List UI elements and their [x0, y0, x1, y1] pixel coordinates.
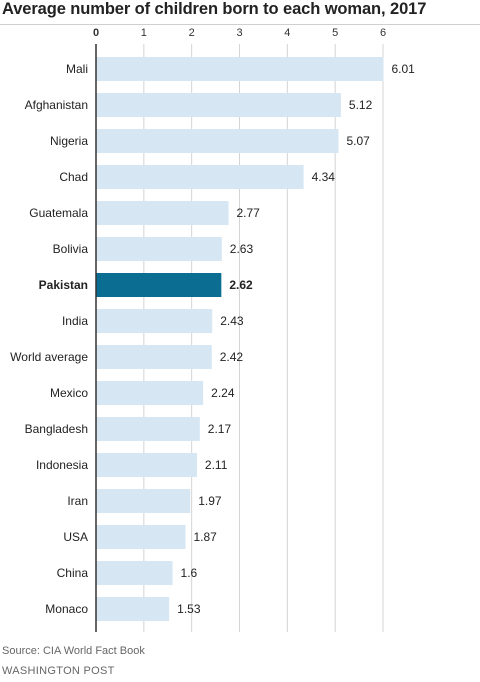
value-label: 5.07 [347, 134, 371, 148]
x-tick-label: 2 [189, 27, 195, 39]
x-tick-label: 5 [332, 27, 338, 39]
bar [96, 309, 213, 333]
bar [96, 201, 229, 225]
category-label: Iran [67, 494, 88, 508]
x-tick-label: 3 [236, 27, 242, 39]
bar [96, 417, 200, 441]
category-label: Guatemala [29, 206, 88, 220]
bar [96, 597, 170, 621]
value-label: 2.77 [236, 206, 260, 220]
x-tick-label: 6 [380, 27, 386, 39]
value-label: 2.24 [211, 386, 235, 400]
value-label: 2.17 [208, 422, 232, 436]
category-label: Pakistan [39, 278, 88, 292]
category-label: India [62, 314, 88, 328]
value-label: 1.6 [181, 566, 198, 580]
x-tick-label: 4 [284, 27, 290, 39]
source-note: Source: CIA World Fact Book [2, 645, 145, 657]
value-label: 2.43 [220, 314, 244, 328]
bar [96, 489, 191, 513]
bar [96, 57, 384, 81]
value-label: 2.11 [205, 458, 228, 472]
x-tick-label: 1 [141, 27, 147, 39]
category-label: Monaco [45, 602, 88, 616]
category-label: World average [10, 350, 88, 364]
bar [96, 129, 339, 153]
bar [96, 345, 212, 369]
value-label: 5.12 [349, 98, 373, 112]
category-label: Nigeria [50, 134, 88, 148]
value-label: 2.62 [229, 278, 253, 292]
bar [96, 453, 197, 477]
category-label: Afghanistan [25, 98, 88, 112]
category-label: China [57, 566, 89, 580]
category-label: Chad [59, 170, 88, 184]
bar [96, 561, 173, 585]
bar [96, 525, 186, 549]
bar [96, 165, 304, 189]
value-label: 1.97 [198, 494, 222, 508]
value-label: 6.01 [391, 62, 415, 76]
category-label: Indonesia [36, 458, 88, 472]
value-label: 1.87 [193, 530, 217, 544]
chart-title: Average number of children born to each … [2, 0, 427, 18]
bar [96, 237, 222, 261]
bar-chart: 0 1 2 3 4 5 6 Mali 6.01 Afghanistan 5.12 Nigeria 5.0… [10, 27, 415, 632]
category-label: USA [63, 530, 88, 544]
category-label: Bolivia [53, 242, 89, 256]
value-label: 1.53 [177, 602, 201, 616]
bar [96, 93, 341, 117]
value-label: 2.42 [220, 350, 244, 364]
x-tick-label: 0 [93, 27, 99, 39]
value-label: 4.34 [312, 170, 336, 184]
publisher-credit: WASHINGTON POST [2, 665, 115, 677]
bar [96, 273, 222, 297]
title-divider [0, 24, 480, 25]
category-label: Mexico [50, 386, 88, 400]
category-label: Bangladesh [25, 422, 88, 436]
value-label: 2.63 [230, 242, 254, 256]
bar [96, 381, 204, 405]
category-label: Mali [66, 62, 88, 76]
